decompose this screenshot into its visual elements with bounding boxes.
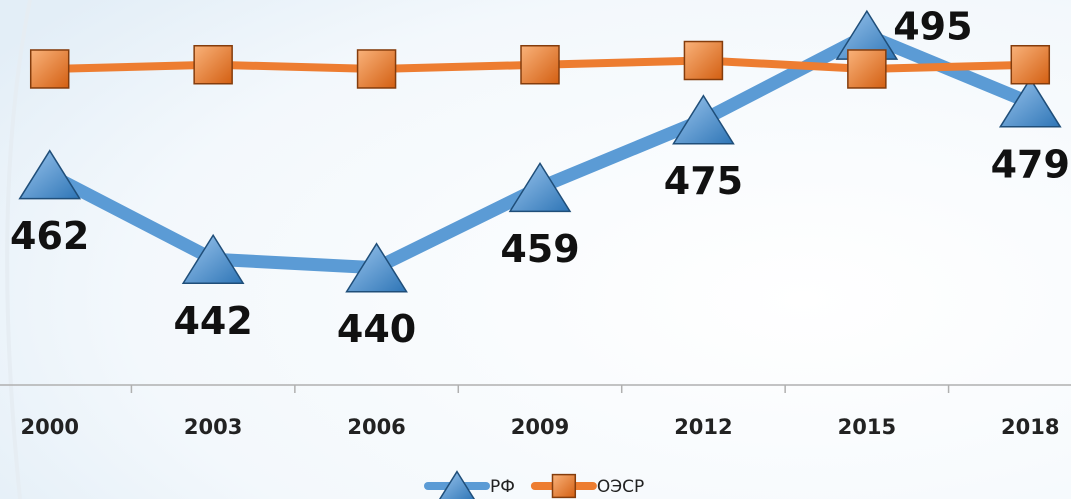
marker xyxy=(193,44,233,85)
data-label: 440 xyxy=(337,307,416,351)
x-tick-label: 2009 xyxy=(511,415,569,439)
x-tick-label: 2000 xyxy=(20,415,78,439)
marker xyxy=(438,470,476,499)
x-tick-label: 2018 xyxy=(1001,415,1059,439)
data-label: 475 xyxy=(664,159,743,203)
x-tick-label: 2012 xyxy=(674,415,732,439)
marker xyxy=(508,161,572,213)
data-label: 479 xyxy=(991,142,1070,186)
marker xyxy=(345,242,408,293)
legend-label: ОЭСР xyxy=(597,477,644,497)
x-tick-label: 2006 xyxy=(347,415,405,439)
data-label: 459 xyxy=(500,227,579,271)
x-tick-label: 2015 xyxy=(838,415,896,439)
legend-label: РФ xyxy=(490,477,515,497)
data-label: 462 xyxy=(10,214,89,258)
marker xyxy=(683,40,724,81)
marker xyxy=(998,77,1062,128)
marker xyxy=(18,149,82,200)
x-tick-label: 2003 xyxy=(184,415,242,439)
marker xyxy=(551,473,577,499)
data-label: 495 xyxy=(893,5,972,49)
decoration xyxy=(5,0,32,499)
marker xyxy=(847,49,887,89)
marker xyxy=(29,49,70,89)
marker xyxy=(1010,44,1051,85)
marker xyxy=(356,49,397,89)
marker xyxy=(672,94,735,145)
marker xyxy=(181,233,245,285)
legend: РФ ОЭСР xyxy=(424,470,644,499)
marker xyxy=(520,44,560,85)
data-label: 442 xyxy=(173,299,252,343)
